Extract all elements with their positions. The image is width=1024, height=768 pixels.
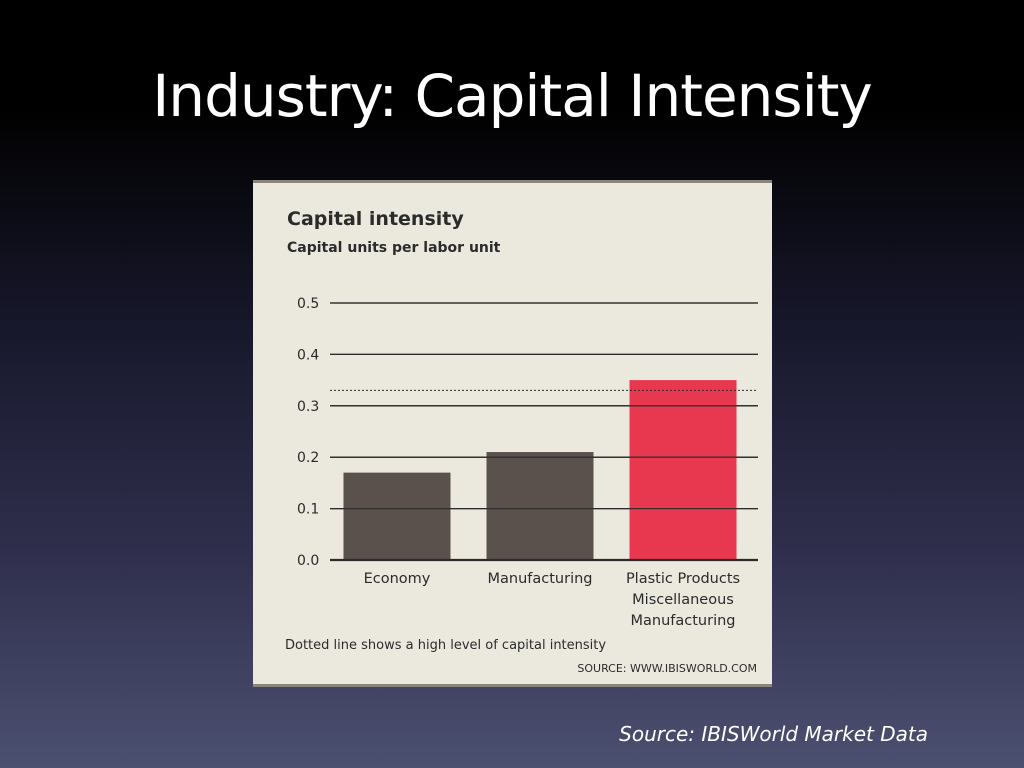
y-tick-label: 0.4 [297,347,319,363]
y-tick-label: 0.0 [297,553,319,569]
category-label: Plastic Products [626,571,740,587]
bar [486,452,594,560]
axis-layer: 0.0 0.1 0.2 0.3 0.4 0.5 Economy Manufacturing Pl… [297,296,758,629]
y-tick-label: 0.3 [297,399,319,415]
bar [629,380,737,560]
chart-panel: Capital intensity Capital units per labo… [253,180,772,687]
category-label: Economy [364,571,431,587]
source-caption: Source: IBISWorld Market Data [619,722,928,746]
y-tick-label: 0.2 [297,450,319,466]
y-tick-label: 0.1 [297,502,319,518]
chart-title: Capital intensity [287,208,464,230]
category-label: Manufacturing [631,613,736,629]
capital-intensity-chart: Capital intensity Capital units per labo… [285,208,758,675]
chart-source: SOURCE: WWW.IBISWORLD.COM [577,662,757,675]
bar [343,472,451,560]
category-label: Miscellaneous [632,592,734,608]
slide-title: Industry: Capital Intensity [152,62,873,130]
chart-subtitle: Capital units per labor unit [287,240,501,256]
bar-layer [330,302,758,560]
category-label: Manufacturing [488,571,593,587]
y-tick-label: 0.5 [297,296,319,312]
chart-footnote: Dotted line shows a high level of capita… [285,638,606,653]
